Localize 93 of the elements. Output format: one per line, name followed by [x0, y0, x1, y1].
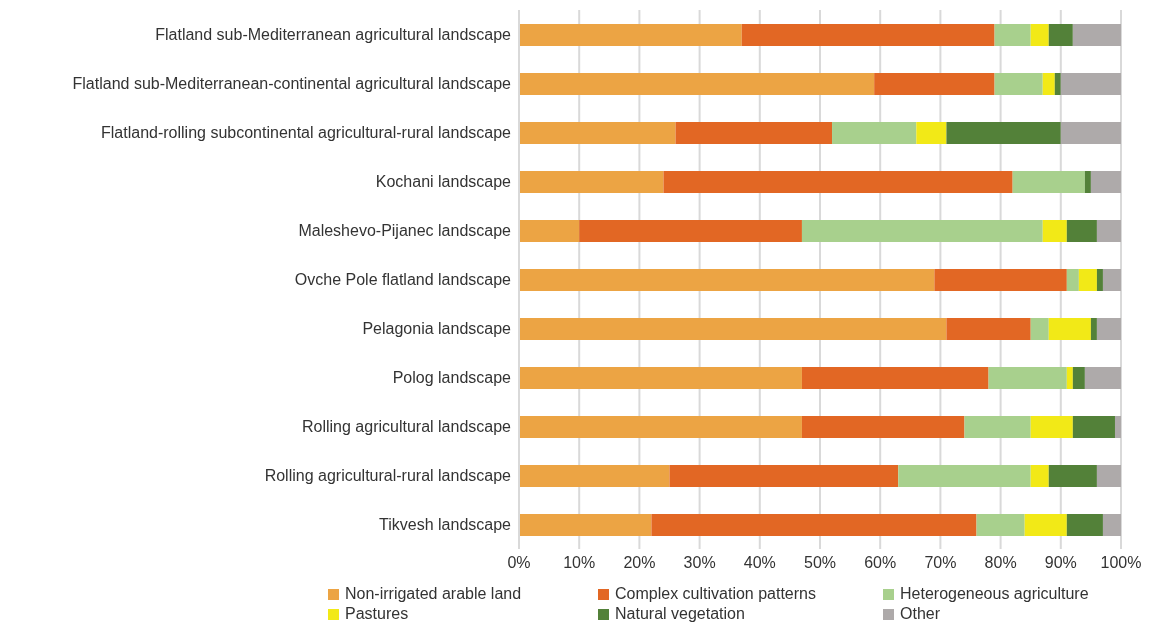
bar	[916, 122, 947, 144]
bar	[1084, 367, 1121, 389]
bar	[519, 24, 742, 46]
bar	[663, 171, 1013, 193]
bar	[1084, 171, 1091, 193]
bar	[988, 367, 1067, 389]
bar	[1048, 24, 1073, 46]
bar	[1042, 73, 1055, 95]
bar	[1030, 465, 1049, 487]
bar	[519, 73, 875, 95]
bar	[1048, 465, 1097, 487]
bar	[519, 514, 652, 536]
y-tick-label: Kochani landscape	[375, 173, 512, 191]
bar	[801, 220, 1043, 242]
bar	[1060, 73, 1121, 95]
y-tick-label: Rolling agricultural-rural landscape	[264, 467, 512, 485]
x-tick-label: 10%	[563, 554, 596, 572]
bar	[1114, 416, 1121, 438]
x-tick-label: 70%	[924, 554, 957, 572]
bar	[519, 171, 664, 193]
bar	[1060, 122, 1121, 144]
y-tick-label: Maleshevo-Pijanec landscape	[298, 222, 512, 240]
bar	[519, 122, 676, 144]
x-tick-label: 0%	[507, 554, 531, 572]
bar	[519, 367, 802, 389]
bar	[1096, 465, 1121, 487]
bar	[934, 269, 1067, 291]
bar	[976, 514, 1025, 536]
bar	[1048, 318, 1091, 340]
bar	[946, 122, 1061, 144]
bar	[1030, 416, 1073, 438]
bar	[1096, 220, 1121, 242]
x-tick-label: 100%	[1100, 554, 1142, 572]
y-tick-label: Flatland sub-Mediterranean agricultural landscape	[155, 26, 512, 44]
bar	[1090, 171, 1121, 193]
bar	[519, 318, 947, 340]
x-tick-label: 30%	[683, 554, 716, 572]
bar	[898, 465, 1031, 487]
bar	[741, 24, 995, 46]
y-tick-label: Rolling agricultural landscape	[301, 418, 512, 436]
bar	[1012, 171, 1085, 193]
bar	[1030, 318, 1049, 340]
legend-label: Pastures	[345, 605, 409, 623]
bar	[1078, 269, 1097, 291]
bar	[994, 24, 1031, 46]
bar	[1072, 24, 1121, 46]
bar	[874, 73, 995, 95]
bar	[1096, 318, 1121, 340]
legend-label: Heterogeneous agriculture	[900, 585, 1089, 603]
legend-label: Natural vegetation	[615, 605, 745, 623]
bar	[964, 416, 1031, 438]
x-tick-label: 20%	[623, 554, 656, 572]
bar	[651, 514, 977, 536]
bar	[1096, 269, 1103, 291]
y-tick-label: Flatland-rolling subcontinental agricultural-rural landscape	[101, 124, 512, 142]
y-tick-label: Tikvesh landscape	[379, 516, 512, 534]
bar	[1072, 416, 1115, 438]
bar	[801, 367, 989, 389]
x-tick-label: 80%	[984, 554, 1017, 572]
bar	[669, 465, 899, 487]
bar	[579, 220, 802, 242]
bar	[946, 318, 1031, 340]
y-tick-label: Flatland sub-Mediterranean-continental agricultural landscape	[72, 75, 512, 93]
bar	[519, 416, 802, 438]
y-tick-label: Polog landscape	[392, 369, 512, 387]
legend-label: Non-irrigated arable land	[345, 585, 522, 603]
x-tick-label: 50%	[803, 554, 837, 572]
bar	[675, 122, 833, 144]
bar	[1090, 318, 1097, 340]
x-tick-label: 40%	[743, 554, 776, 572]
bar	[1072, 367, 1085, 389]
bar	[1054, 73, 1061, 95]
bar	[1042, 220, 1067, 242]
bar	[1102, 269, 1121, 291]
bar	[1066, 514, 1103, 536]
legend-label: Complex cultivation patterns	[615, 585, 816, 603]
legend-label: Other	[900, 605, 941, 623]
bar	[1024, 514, 1067, 536]
y-tick-label: Ovche Pole flatland landscape	[294, 271, 512, 289]
x-tick-label: 60%	[864, 554, 897, 572]
bar	[1102, 514, 1121, 536]
bar	[519, 220, 580, 242]
bar	[1030, 24, 1049, 46]
bar	[1066, 367, 1073, 389]
bar	[1066, 220, 1097, 242]
y-tick-label: Pelagonia landscape	[362, 320, 512, 338]
bar	[994, 73, 1043, 95]
x-tick-label: 90%	[1044, 554, 1077, 572]
bar	[832, 122, 917, 144]
bar	[801, 416, 965, 438]
bar	[519, 269, 935, 291]
bar	[1066, 269, 1079, 291]
bar	[519, 465, 670, 487]
